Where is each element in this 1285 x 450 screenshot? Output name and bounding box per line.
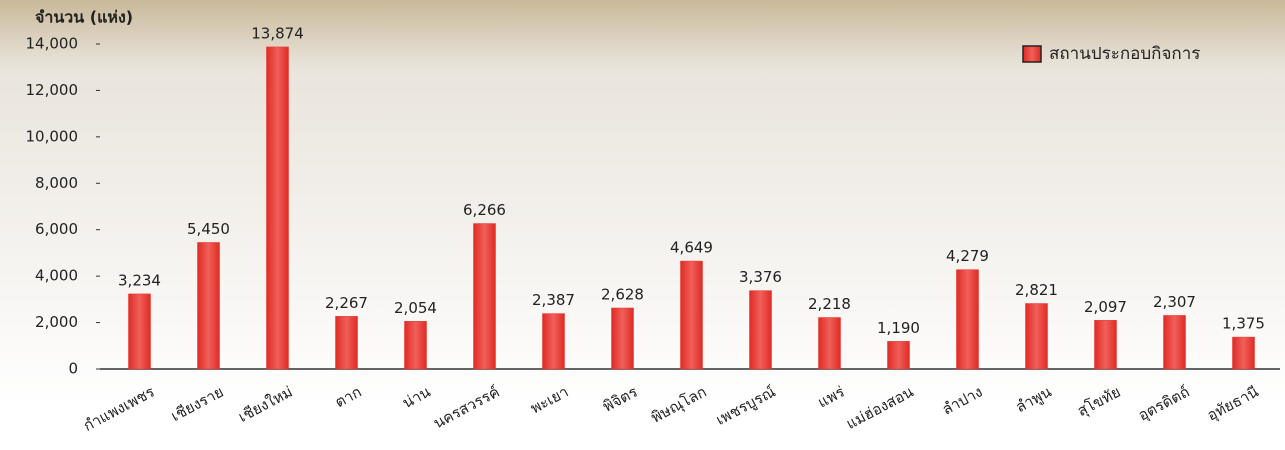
data-label: 4,649	[670, 239, 713, 257]
bar	[404, 321, 427, 370]
y-axis-label: จำนวน (แห่ง)	[35, 8, 133, 27]
bar	[473, 223, 496, 370]
data-label: 1,375	[1222, 315, 1265, 333]
legend-swatch	[1022, 45, 1042, 63]
y-tick-label: 0	[68, 360, 78, 378]
bar	[542, 313, 565, 370]
legend-label: สถานประกอบกิจการ	[1049, 44, 1200, 64]
bar	[128, 293, 151, 370]
data-label: 2,218	[808, 295, 851, 313]
bar	[1163, 315, 1186, 370]
y-tick-label: 8,000	[35, 174, 78, 192]
bar	[1094, 320, 1117, 370]
data-label: 2,628	[601, 285, 644, 303]
data-label: 13,874	[251, 24, 304, 42]
data-label: 4,279	[946, 247, 989, 265]
data-label: 3,376	[739, 268, 782, 286]
data-label: 2,821	[1015, 281, 1058, 299]
y-tick-label: 2,000	[35, 313, 78, 331]
bar	[266, 46, 289, 370]
data-label: 2,054	[394, 299, 437, 317]
y-tick-label: 12,000	[26, 81, 79, 99]
data-label: 2,267	[325, 294, 368, 312]
data-label: 3,234	[118, 271, 161, 289]
data-label: 2,097	[1084, 298, 1127, 316]
y-tick-label: 4,000	[35, 267, 78, 285]
data-label: 6,266	[463, 201, 506, 219]
bar	[680, 260, 703, 370]
bar	[749, 290, 772, 370]
data-label: 2,387	[532, 291, 575, 309]
y-tick-label: 6,000	[35, 220, 78, 238]
bar	[956, 269, 979, 370]
bar	[818, 317, 841, 370]
bar	[1025, 303, 1048, 370]
bar	[197, 242, 220, 370]
bar	[887, 341, 910, 370]
data-label: 1,190	[877, 319, 920, 337]
y-tick-label: 14,000	[26, 35, 79, 53]
y-tick-label: 10,000	[26, 127, 79, 145]
bar	[335, 316, 358, 370]
bar	[611, 307, 634, 370]
data-label: 2,307	[1153, 293, 1196, 311]
bar	[1232, 336, 1255, 370]
data-label: 5,450	[187, 220, 230, 238]
